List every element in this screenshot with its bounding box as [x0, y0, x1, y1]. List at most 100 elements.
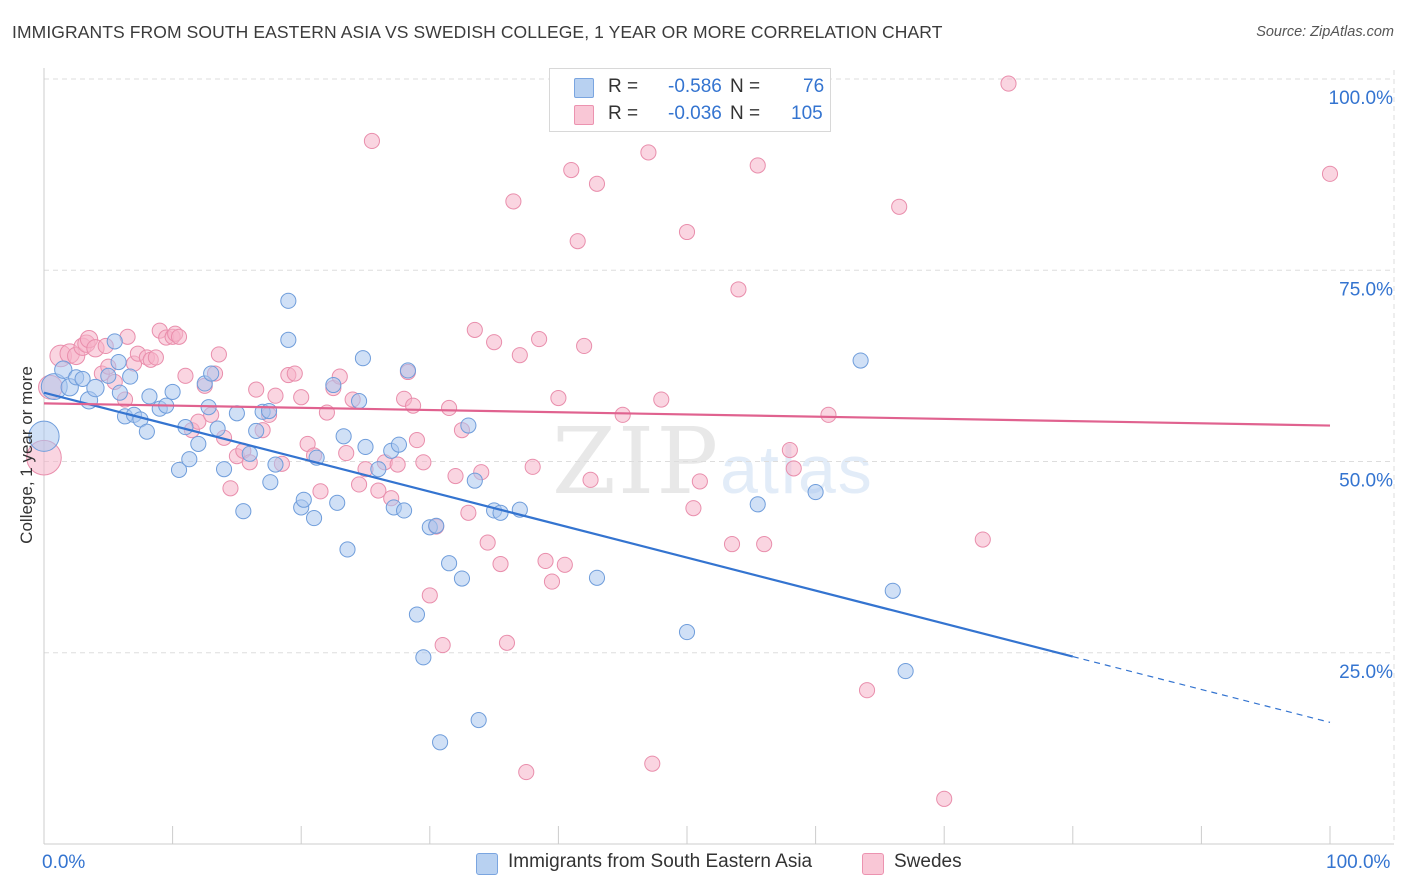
swedes-point — [170, 328, 188, 345]
swedes-point — [1000, 75, 1017, 92]
sea-immigrants-point — [588, 569, 606, 586]
legend-r-label-blue: R = — [608, 76, 639, 97]
sea-immigrants-point — [74, 370, 91, 387]
series-label-pink: Swedes — [894, 851, 962, 872]
legend-n-label-blue: N = — [730, 76, 761, 97]
sea-immigrants-point — [441, 555, 458, 572]
swedes-point — [267, 387, 284, 404]
sea-immigrants-point — [370, 461, 387, 478]
swedes-point — [569, 233, 586, 250]
sea-immigrants-point — [354, 350, 371, 367]
sea-immigrants-point — [138, 423, 155, 440]
swedes-points — [26, 75, 1339, 807]
swedes-point — [286, 365, 303, 382]
swedes-point — [556, 556, 573, 573]
sea-immigrants-point — [852, 352, 869, 369]
y-tick-labels: 25.0% 50.0% 75.0% 100.0% — [1329, 88, 1394, 683]
legend-r-value-blue: -0.586 — [668, 76, 722, 97]
swedes-point — [614, 406, 631, 423]
correlation-legend: R = -0.586 N = 76 R = -0.036 N = 105 — [549, 68, 831, 132]
y-axis-label: College, 1 year or more — [17, 366, 36, 544]
swedes-point — [785, 460, 802, 477]
sea-immigrants-point — [170, 461, 188, 478]
swedes-point — [524, 458, 541, 475]
legend-n-value-blue: 76 — [803, 76, 825, 97]
swedes-point — [511, 347, 528, 364]
legend-r-value-pink: -0.036 — [668, 103, 722, 124]
swedes-point — [749, 157, 766, 174]
legend-n-value-pink: 105 — [791, 103, 823, 124]
swedes-point — [338, 445, 355, 462]
source-label: Source: ZipAtlas.com — [1256, 24, 1394, 40]
chart-title: IMMIGRANTS FROM SOUTH EASTERN ASIA VS SW… — [12, 22, 943, 42]
sea-immigrants-point — [339, 541, 356, 558]
swedes-point — [408, 432, 426, 449]
trend-lines — [43, 391, 1331, 723]
swedes-point — [936, 790, 953, 807]
sea-immigrants-point — [262, 474, 279, 491]
sea-immigrants-point — [884, 582, 901, 599]
sea-immigrants-point — [295, 491, 312, 508]
sea-immigrants-point — [399, 362, 416, 379]
sea-immigrants-trend-line — [43, 391, 1074, 658]
sea-immigrants-point — [749, 496, 766, 513]
sea-immigrants-point — [86, 378, 105, 398]
swedes-point — [531, 331, 548, 348]
sea-immigrants-point — [141, 388, 158, 405]
sea-immigrants-point — [325, 376, 342, 394]
swedes-point — [644, 755, 661, 772]
swedes-point — [756, 536, 773, 553]
sea-immigrants-point — [408, 606, 426, 623]
sea-immigrants-points — [28, 292, 914, 751]
legend-r-label-pink: R = — [608, 103, 639, 124]
sea-immigrants-point — [351, 393, 368, 410]
swedes-point — [505, 193, 522, 210]
swedes-point — [460, 504, 477, 521]
swedes-point — [312, 483, 329, 500]
swedes-point — [518, 764, 535, 781]
swedes-point — [678, 223, 696, 241]
swedes-point — [891, 198, 908, 215]
sea-immigrants-point — [260, 402, 278, 420]
sea-immigrants-point — [280, 331, 297, 348]
swedes-point — [640, 144, 657, 161]
swedes-point — [730, 281, 747, 298]
swedes-point — [351, 476, 368, 493]
sea-immigrants-point — [432, 734, 449, 751]
swedes-point — [293, 389, 310, 406]
sea-immigrants-point — [466, 472, 483, 489]
sea-immigrants-point — [190, 435, 207, 452]
y-tick-label-100: 100.0% — [1329, 88, 1394, 109]
sea-immigrants-point — [306, 510, 323, 527]
sea-immigrants-point — [241, 445, 258, 462]
swedes-point — [421, 587, 438, 604]
swedes-point — [210, 346, 227, 363]
sea-immigrants-point — [164, 383, 181, 400]
sea-immigrants-point — [209, 420, 226, 437]
swedes-point — [405, 397, 422, 414]
swedes-point — [563, 161, 580, 179]
sea-immigrants-point — [122, 368, 139, 385]
swedes-point — [858, 682, 876, 699]
series-swatch-pink — [862, 853, 884, 875]
swedes-trend-line — [43, 402, 1331, 427]
sea-immigrants-point — [357, 438, 374, 456]
swedes-point — [486, 334, 503, 351]
sea-immigrants-point — [329, 494, 346, 511]
sea-immigrants-point — [390, 436, 407, 453]
swedes-point — [447, 467, 464, 485]
swedes-point — [466, 321, 483, 338]
sea-immigrants-point — [228, 405, 245, 422]
legend-swatch-blue — [574, 78, 594, 98]
sea-immigrants-point — [54, 360, 73, 379]
swedes-point — [582, 471, 599, 488]
swedes-point — [248, 381, 265, 398]
swedes-point — [415, 454, 432, 471]
swedes-point — [653, 391, 670, 408]
swedes-point — [781, 441, 798, 459]
swedes-point — [543, 573, 561, 590]
sea-immigrants-point — [460, 417, 477, 434]
sea-immigrants-point — [248, 422, 265, 439]
swedes-point — [222, 480, 239, 497]
